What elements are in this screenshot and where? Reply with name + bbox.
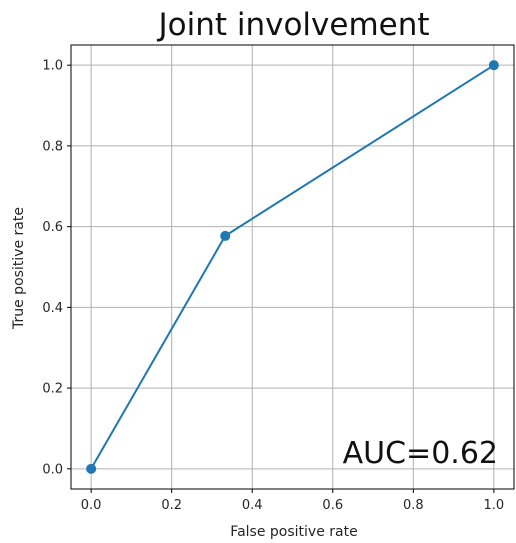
x-tick-label: 1.0 — [484, 498, 505, 513]
plot-frame — [70, 44, 515, 490]
y-tick-label: 0.4 — [42, 301, 63, 316]
x-tick-label: 0.6 — [322, 498, 343, 513]
chart-title: Joint involvement — [156, 7, 429, 43]
x-tick-label: 0.2 — [161, 498, 182, 513]
auc-annotation: AUC=0.62 — [343, 436, 498, 471]
x-tick-label: 0.0 — [81, 498, 102, 513]
y-tick-label: 0.0 — [42, 462, 63, 477]
y-tick-label: 0.8 — [42, 139, 63, 154]
x-axis-label: False positive rate — [230, 524, 357, 540]
y-axis-label: True positive rate — [11, 207, 27, 330]
series-layer — [86, 60, 499, 474]
roc-data-point — [220, 230, 231, 241]
x-axis-ticks: 0.0 0.2 0.4 0.6 0.8 1.0 — [81, 489, 504, 513]
x-tick-label: 0.4 — [242, 498, 263, 513]
y-tick-label: 0.6 — [42, 220, 63, 235]
y-tick-label: 1.0 — [42, 59, 63, 74]
grid — [71, 45, 514, 489]
roc-data-point — [488, 60, 499, 71]
roc-data-point — [86, 463, 97, 474]
y-axis-ticks: 0.0 0.2 0.4 0.6 0.8 1.0 — [42, 59, 71, 477]
y-tick-label: 0.2 — [42, 382, 63, 397]
x-tick-label: 0.8 — [403, 498, 424, 513]
